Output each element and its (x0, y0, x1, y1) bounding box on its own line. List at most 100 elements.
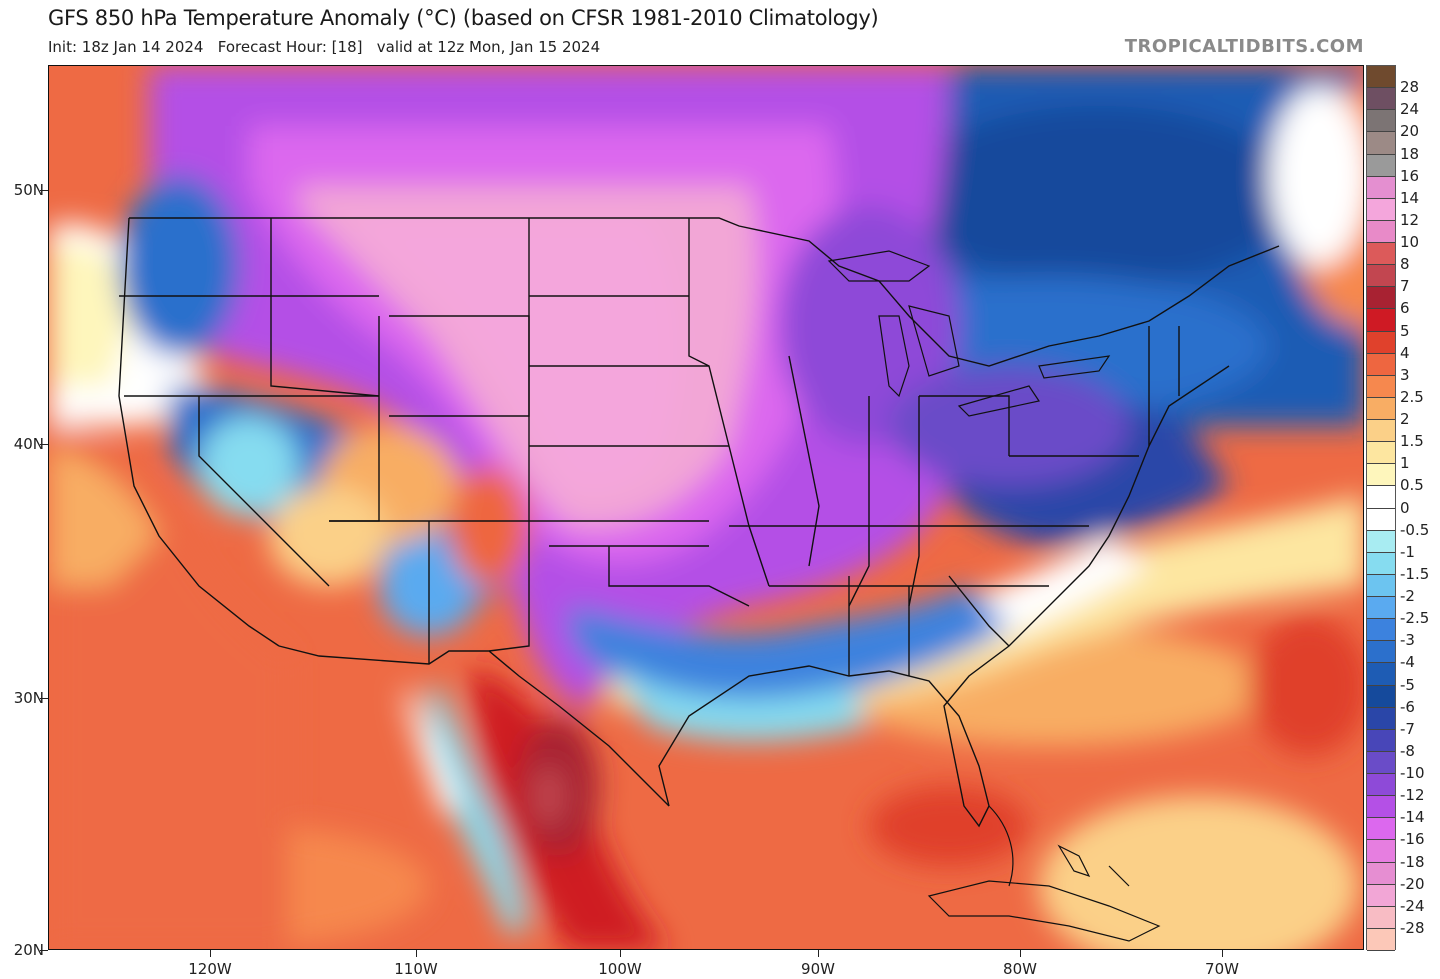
colorbar-cell (1367, 729, 1395, 752)
lon-label-70w: 70W (1205, 960, 1239, 978)
lon-tick (1222, 950, 1223, 957)
colorbar-label: 0 (1400, 498, 1410, 517)
colorbar-cell (1367, 685, 1395, 708)
lon-label-80w: 80W (1003, 960, 1037, 978)
lon-label-120w: 120W (188, 960, 232, 978)
brand-watermark: TROPICALTIDBITS.COM (1124, 36, 1364, 57)
lat-label-30n: 30N (13, 689, 44, 707)
colorbar-cell (1367, 862, 1395, 885)
lat-tick (40, 950, 48, 951)
lon-tick (620, 950, 621, 957)
colorbar-cell (1367, 707, 1395, 730)
colorbar-label: -1.5 (1400, 564, 1430, 583)
colorbar-label: 4 (1400, 343, 1410, 362)
caribbean-islands (927, 805, 1161, 942)
great-lakes (827, 250, 1111, 417)
lon-tick (1020, 950, 1021, 957)
colorbar-cell (1367, 641, 1395, 664)
colorbar-cell (1367, 884, 1395, 907)
colorbar-cell (1367, 840, 1395, 863)
colorbar-cell (1367, 132, 1395, 155)
colorbar-cell (1367, 265, 1395, 288)
colorbar-cell (1367, 88, 1395, 111)
colorbar-label: 8 (1400, 255, 1410, 274)
lat-tick (40, 444, 48, 445)
colorbar-cell (1367, 552, 1395, 575)
lat-tick (40, 698, 48, 699)
lat-label-40n: 40N (13, 435, 44, 453)
colorbar-label: 1 (1400, 454, 1410, 473)
colorbar-label: -2.5 (1400, 609, 1430, 628)
colorbar-label: 14 (1400, 188, 1420, 207)
colorbar-label: 3 (1400, 365, 1410, 384)
forecast-info: Init: 18z Jan 14 2024 Forecast Hour: [18… (48, 38, 601, 56)
colorbar-cell (1367, 420, 1395, 443)
colorbar-cell (1367, 66, 1395, 89)
colorbar-label: 28 (1400, 78, 1420, 97)
colorbar-label: 5 (1400, 321, 1410, 340)
colorbar-label: -8 (1400, 741, 1415, 760)
colorbar-cell (1367, 796, 1395, 819)
colorbar-cell (1367, 818, 1395, 841)
colorbar-cell (1367, 619, 1395, 642)
colorbar-label: -3 (1400, 631, 1415, 650)
colorbar-cell (1367, 486, 1395, 509)
colorbar-cell (1367, 597, 1395, 620)
colorbar-label: -5 (1400, 675, 1415, 694)
colorbar-label: -16 (1400, 830, 1425, 849)
lon-label-100w: 100W (598, 960, 642, 978)
colorbar-label: 16 (1400, 166, 1420, 185)
colorbar-label: -10 (1400, 764, 1425, 782)
colorbar-label: 12 (1400, 210, 1420, 229)
colorbar-label: -2 (1400, 587, 1415, 605)
colorbar-cell (1367, 176, 1395, 199)
colorbar-label: 2.5 (1400, 387, 1424, 406)
colorbar-cell (1367, 331, 1395, 354)
colorbar-cell (1367, 508, 1395, 531)
colorbar-label: -6 (1400, 697, 1415, 716)
lon-tick (210, 950, 211, 957)
colorbar-cell (1367, 220, 1395, 243)
colorbar-cell (1367, 530, 1395, 553)
lat-label-20n: 20N (13, 941, 44, 959)
colorbar-cell (1367, 751, 1395, 774)
colorbar-cell (1367, 774, 1395, 797)
colorbar-label: -14 (1400, 808, 1425, 827)
colorbar-label: 20 (1400, 122, 1420, 141)
colorbar-cell (1367, 928, 1395, 951)
colorbar-cell (1367, 198, 1395, 221)
colorbar-label: 1.5 (1400, 432, 1424, 451)
colorbar-cell (1367, 353, 1395, 376)
colorbar-label: 0.5 (1400, 476, 1424, 495)
lon-label-110w: 110W (394, 960, 438, 978)
colorbar-label: -12 (1400, 786, 1425, 805)
colorbar-cell (1367, 906, 1395, 929)
colorbar-cell (1367, 574, 1395, 597)
lat-tick (40, 190, 48, 191)
colorbar (1366, 65, 1396, 951)
colorbar-label: 6 (1400, 299, 1410, 318)
lat-label-50n: 50N (13, 181, 44, 199)
colorbar-label: -18 (1400, 852, 1425, 871)
lon-label-90w: 90W (801, 960, 835, 978)
political-boundaries (118, 217, 1280, 828)
colorbar-label: 24 (1400, 100, 1420, 119)
colorbar-cell (1367, 397, 1395, 420)
colorbar-cell (1367, 375, 1395, 398)
colorbar-label: -0.5 (1400, 520, 1430, 539)
colorbar-cell (1367, 154, 1395, 177)
colorbar-cell (1367, 110, 1395, 133)
colorbar-label: -28 (1400, 918, 1425, 937)
lon-tick (818, 950, 819, 957)
colorbar-cell (1367, 309, 1395, 332)
colorbar-cell (1367, 464, 1395, 487)
colorbar-cell (1367, 442, 1395, 465)
colorbar-cell (1367, 287, 1395, 310)
colorbar-label: -1 (1400, 542, 1415, 561)
anomaly-field (49, 66, 1363, 949)
colorbar-cell (1367, 663, 1395, 686)
colorbar-cell (1367, 243, 1395, 266)
chart-title: GFS 850 hPa Temperature Anomaly (°C) (ba… (48, 6, 879, 30)
colorbar-label: -7 (1400, 719, 1415, 738)
colorbar-label: 18 (1400, 144, 1420, 163)
